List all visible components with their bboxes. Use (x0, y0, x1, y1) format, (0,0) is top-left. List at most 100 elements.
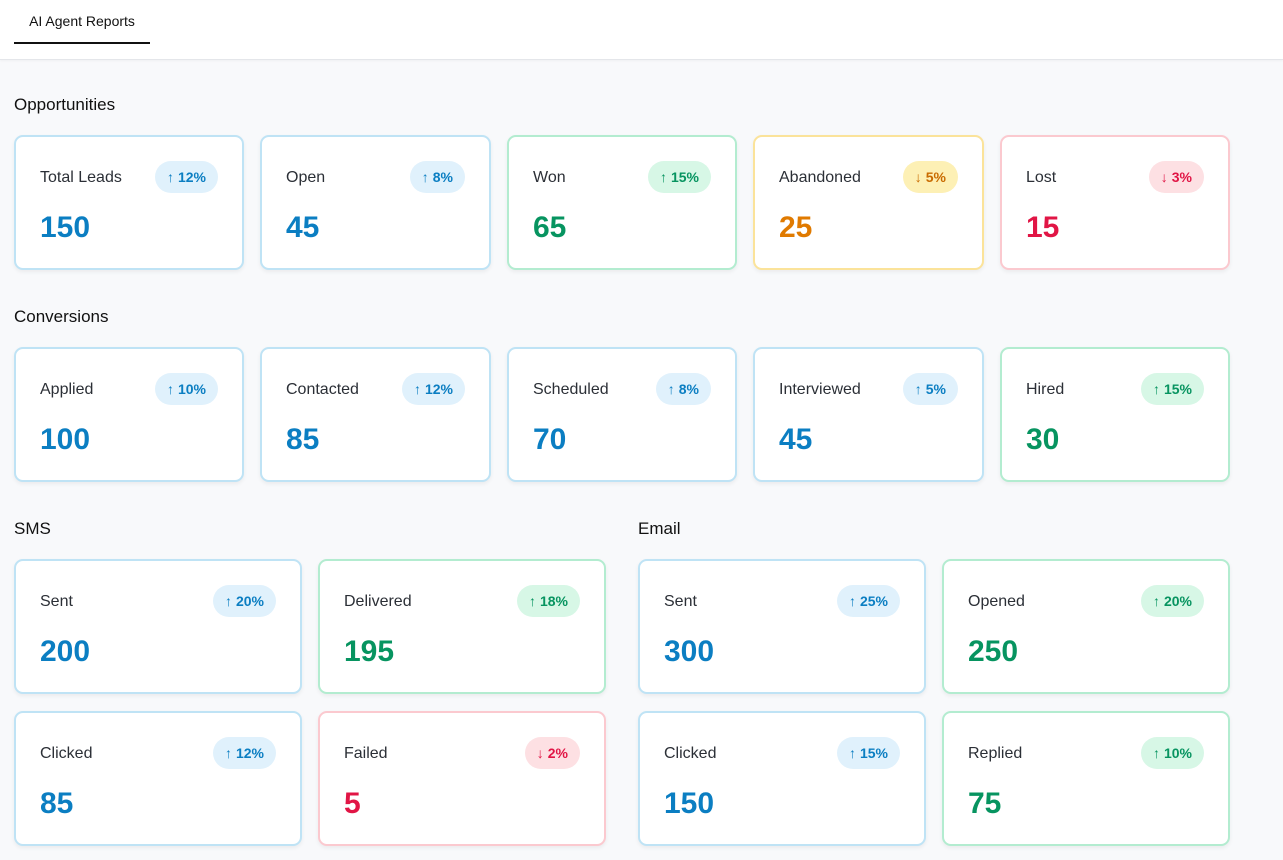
metric-label: Interviewed (779, 381, 861, 398)
trend-percentage: 12% (424, 381, 453, 397)
arrow-up-icon: ↑ (421, 169, 429, 185)
metric-label: Contacted (286, 381, 359, 398)
trend-badge: ↑ 15% (647, 161, 711, 193)
opportunities-card-open[interactable]: Open ↑ 8% 45 (260, 135, 491, 270)
trend-badge: ↑ 12% (212, 737, 276, 769)
trend-badge: ↑ 18% (516, 585, 580, 617)
section-title-opportunities: Opportunities (14, 95, 116, 114)
metric-value: 85 (40, 787, 74, 820)
metric-label: Applied (40, 381, 94, 398)
trend-badge: ↓ 3% (1148, 161, 1204, 193)
section-title-sms: SMS (14, 519, 51, 538)
metric-value: 45 (286, 211, 320, 244)
metric-value: 195 (344, 635, 395, 668)
trend-badge: ↑ 12% (154, 161, 218, 193)
metric-label: Sent (40, 593, 73, 610)
sms-card-clicked[interactable]: Clicked ↑ 12% 85 (14, 711, 302, 846)
opportunities-card-won[interactable]: Won ↑ 15% 65 (507, 135, 737, 270)
metric-label: Delivered (344, 593, 412, 610)
trend-percentage: 25% (859, 593, 888, 609)
trend-badge: ↓ 2% (524, 737, 580, 769)
trend-badge: ↑ 25% (836, 585, 900, 617)
trend-percentage: 10% (1163, 745, 1192, 761)
opportunities-card-lost[interactable]: Lost ↓ 3% 15 (1000, 135, 1230, 270)
trend-percentage: 8% (432, 169, 453, 185)
arrow-up-icon: ↑ (166, 169, 174, 185)
metric-label: Failed (344, 745, 388, 762)
trend-badge: ↑ 10% (1140, 737, 1204, 769)
trend-badge: ↑ 10% (154, 373, 218, 405)
trend-percentage: 20% (1163, 593, 1192, 609)
trend-percentage: 5% (925, 169, 946, 185)
arrow-up-icon: ↑ (659, 169, 667, 185)
metric-value: 30 (1026, 423, 1060, 456)
sms-card-delivered[interactable]: Delivered ↑ 18% 195 (318, 559, 606, 694)
opportunities-card-total-leads[interactable]: Total Leads ↑ 12% 150 (14, 135, 244, 270)
trend-percentage: 5% (925, 381, 946, 397)
trend-badge: ↑ 5% (902, 373, 958, 405)
metric-label: Total Leads (40, 169, 122, 186)
arrow-down-icon: ↓ (1160, 169, 1168, 185)
metric-value: 200 (40, 635, 91, 668)
trend-badge: ↓ 5% (902, 161, 958, 193)
email-card-clicked[interactable]: Clicked ↑ 15% 150 (638, 711, 926, 846)
arrow-up-icon: ↑ (1152, 745, 1160, 761)
tab-ai-agent-reports[interactable]: AI Agent Reports (14, 0, 150, 44)
trend-badge: ↑ 20% (1140, 585, 1204, 617)
metric-label: Clicked (40, 745, 93, 762)
trend-percentage: 10% (177, 381, 206, 397)
trend-badge: ↑ 20% (212, 585, 276, 617)
email-card-sent[interactable]: Sent ↑ 25% 300 (638, 559, 926, 694)
opportunities-card-abandoned[interactable]: Abandoned ↓ 5% 25 (753, 135, 984, 270)
trend-percentage: 8% (678, 381, 699, 397)
metric-value: 45 (779, 423, 813, 456)
trend-percentage: 2% (547, 745, 568, 761)
metric-label: Abandoned (779, 169, 861, 186)
metric-label: Lost (1026, 169, 1057, 186)
trend-badge: ↑ 12% (401, 373, 465, 405)
sms-card-sent[interactable]: Sent ↑ 20% 200 (14, 559, 302, 694)
metric-value: 70 (533, 423, 567, 456)
top-tab-bar: AI Agent Reports (0, 0, 1283, 60)
trend-percentage: 20% (235, 593, 264, 609)
conversions-card-interviewed[interactable]: Interviewed ↑ 5% 45 (753, 347, 984, 482)
trend-percentage: 15% (1163, 381, 1192, 397)
metric-value: 65 (533, 211, 567, 244)
arrow-down-icon: ↓ (914, 169, 922, 185)
metric-value: 75 (968, 787, 1002, 820)
conversions-card-applied[interactable]: Applied ↑ 10% 100 (14, 347, 244, 482)
trend-badge: ↑ 8% (655, 373, 711, 405)
arrow-up-icon: ↑ (166, 381, 174, 397)
email-card-replied[interactable]: Replied ↑ 10% 75 (942, 711, 1230, 846)
trend-badge: ↑ 8% (409, 161, 465, 193)
metric-value: 150 (664, 787, 715, 820)
arrow-up-icon: ↑ (914, 381, 922, 397)
arrow-up-icon: ↑ (848, 745, 856, 761)
section-title-conversions: Conversions (14, 307, 109, 326)
arrow-up-icon: ↑ (848, 593, 856, 609)
metric-value: 85 (286, 423, 320, 456)
metric-label: Scheduled (533, 381, 609, 398)
metric-value: 300 (664, 635, 715, 668)
arrow-up-icon: ↑ (224, 593, 232, 609)
metric-label: Replied (968, 745, 1023, 762)
conversions-card-hired[interactable]: Hired ↑ 15% 30 (1000, 347, 1230, 482)
arrow-down-icon: ↓ (536, 745, 544, 761)
sms-card-failed[interactable]: Failed ↓ 2% 5 (318, 711, 606, 846)
section-title-email: Email (638, 519, 681, 538)
metric-value: 250 (968, 635, 1019, 668)
conversions-card-scheduled[interactable]: Scheduled ↑ 8% 70 (507, 347, 737, 482)
trend-percentage: 12% (177, 169, 206, 185)
arrow-up-icon: ↑ (413, 381, 421, 397)
email-card-opened[interactable]: Opened ↑ 20% 250 (942, 559, 1230, 694)
metric-value: 25 (779, 211, 813, 244)
metric-value: 150 (40, 211, 91, 244)
arrow-up-icon: ↑ (224, 745, 232, 761)
metric-label: Opened (968, 593, 1025, 610)
arrow-up-icon: ↑ (667, 381, 675, 397)
metric-label: Sent (664, 593, 697, 610)
conversions-card-contacted[interactable]: Contacted ↑ 12% 85 (260, 347, 491, 482)
metric-label: Hired (1026, 381, 1065, 398)
trend-badge: ↑ 15% (836, 737, 900, 769)
metric-label: Clicked (664, 745, 717, 762)
